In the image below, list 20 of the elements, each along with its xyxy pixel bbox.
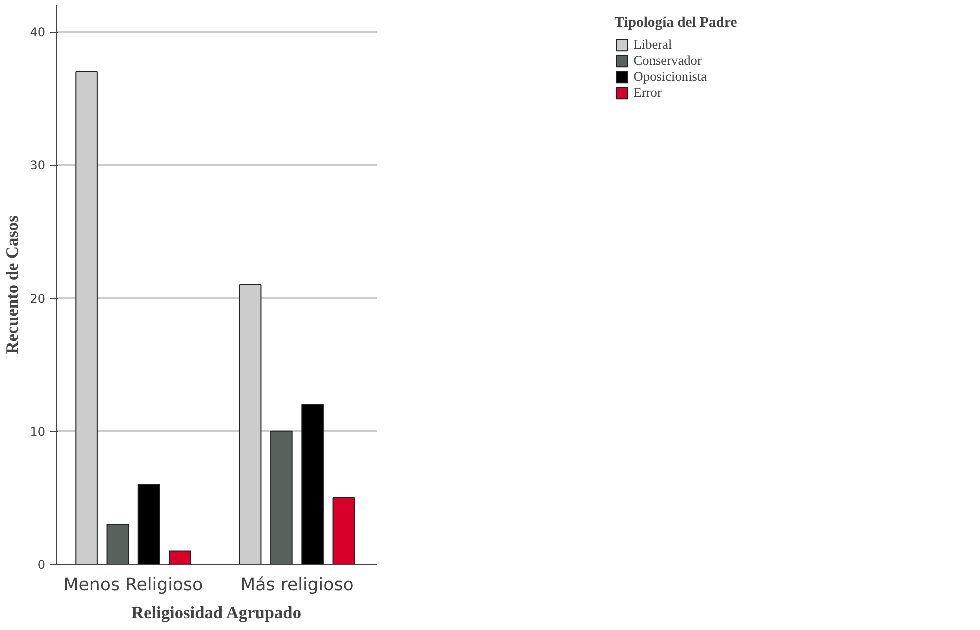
y-tick-label: 40 <box>30 26 46 40</box>
bar <box>106 524 130 564</box>
y-tick-label: 0 <box>38 558 46 572</box>
legend-title: Tipología del Padre <box>614 15 738 32</box>
x-axis-title: Religiosidad Agrupado <box>132 604 302 622</box>
y-tick-label: 10 <box>30 424 46 439</box>
legend-label: Error <box>634 85 662 101</box>
bar <box>138 484 160 564</box>
y-tick-label: 20 <box>30 292 46 306</box>
y-tick-label: 30 <box>30 158 46 173</box>
legend-label: Conservador <box>634 53 702 69</box>
y-axis-title: Recuento de Casos <box>3 215 22 354</box>
legend-label: Oposicionista <box>634 69 708 85</box>
legend-label: Liberal <box>634 37 672 53</box>
x-tick-label: Más religioso <box>240 576 354 596</box>
x-tick-label: Menos Religioso <box>64 576 204 596</box>
bar <box>332 497 356 564</box>
bar <box>169 550 192 564</box>
bar <box>270 430 293 564</box>
bar <box>302 404 324 564</box>
